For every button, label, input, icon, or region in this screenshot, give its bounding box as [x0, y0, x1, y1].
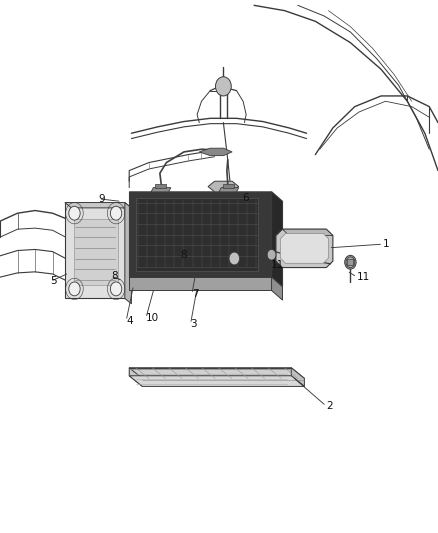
Text: 8: 8: [112, 271, 118, 281]
Polygon shape: [65, 203, 125, 298]
Polygon shape: [125, 203, 131, 304]
Circle shape: [346, 257, 355, 268]
Circle shape: [267, 249, 276, 260]
Polygon shape: [129, 192, 272, 277]
Text: 8: 8: [180, 250, 187, 260]
Polygon shape: [129, 376, 304, 386]
Polygon shape: [208, 181, 239, 192]
Polygon shape: [129, 192, 283, 201]
Circle shape: [215, 77, 231, 96]
Polygon shape: [136, 198, 258, 271]
Text: 9: 9: [99, 194, 105, 204]
Polygon shape: [129, 368, 142, 386]
Polygon shape: [129, 277, 283, 287]
Polygon shape: [276, 229, 333, 268]
Polygon shape: [129, 368, 291, 376]
Circle shape: [110, 282, 122, 296]
Polygon shape: [223, 184, 234, 188]
Text: 7: 7: [192, 289, 198, 299]
Polygon shape: [272, 277, 283, 300]
Polygon shape: [272, 192, 283, 287]
Circle shape: [69, 206, 80, 220]
Circle shape: [69, 282, 80, 296]
Text: 1: 1: [383, 239, 390, 249]
Text: 2: 2: [326, 401, 333, 411]
Text: 4: 4: [126, 316, 133, 326]
Polygon shape: [199, 148, 232, 156]
Circle shape: [229, 252, 240, 265]
Polygon shape: [280, 233, 328, 263]
Circle shape: [110, 206, 122, 220]
Circle shape: [345, 255, 356, 269]
Text: 6: 6: [242, 193, 248, 203]
Text: 3: 3: [191, 319, 197, 329]
Polygon shape: [283, 229, 333, 236]
Polygon shape: [65, 203, 131, 208]
Polygon shape: [151, 188, 171, 192]
Text: 10: 10: [146, 313, 159, 323]
Polygon shape: [129, 277, 272, 290]
Bar: [347, 259, 353, 265]
Text: 11: 11: [271, 261, 284, 270]
Polygon shape: [219, 188, 239, 192]
Text: 11: 11: [357, 272, 370, 282]
Polygon shape: [74, 219, 118, 285]
Text: 5: 5: [50, 277, 57, 286]
Polygon shape: [291, 368, 304, 386]
Polygon shape: [129, 368, 304, 378]
Polygon shape: [155, 184, 166, 188]
